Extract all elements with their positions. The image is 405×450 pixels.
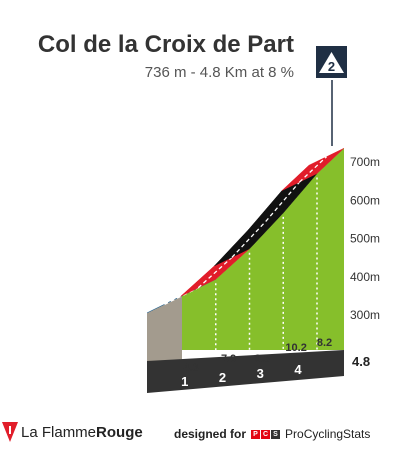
gradient-label: 9.3 bbox=[255, 353, 270, 365]
total-distance-label: 4.8 bbox=[352, 354, 370, 369]
brand-text: La FlammeRouge bbox=[21, 424, 143, 441]
km-marker-label: 3 bbox=[257, 366, 264, 381]
road-centerline bbox=[197, 256, 233, 289]
pcs-name: ProCyclingStats bbox=[285, 427, 371, 441]
brand-suffix: Rouge bbox=[96, 423, 143, 441]
category-number: 2 bbox=[328, 59, 335, 74]
profile-labels: 4.3 7.9 9.3 10.2 8.2 1 2 3 4 4.8 bbox=[181, 337, 370, 389]
profile-area bbox=[182, 148, 344, 350]
elevation-tick-label: 700m bbox=[350, 155, 380, 169]
gradient-label: 8.2 bbox=[317, 337, 332, 349]
laflammerouge-logo: La FlammeRouge bbox=[2, 421, 143, 443]
distance-strip bbox=[147, 350, 344, 393]
climb-title: Col de la Croix de Part bbox=[37, 31, 294, 58]
road-centerline bbox=[265, 181, 300, 222]
road-centerline bbox=[231, 220, 267, 258]
road-centerline bbox=[299, 156, 327, 183]
profile-top-band bbox=[146, 148, 345, 314]
pcs-letter-p: P bbox=[251, 429, 261, 439]
elevation-tick-label: 600m bbox=[350, 193, 380, 207]
brand-prefix: La Flamme bbox=[21, 423, 97, 441]
elevation-tick-label: 500m bbox=[350, 232, 380, 246]
elevation-axis: 300m 400m 500m 600m 700m bbox=[350, 155, 380, 322]
elevation-tick-label: 300m bbox=[350, 308, 380, 322]
climb-subtitle: 736 m - 4.8 Km at 8 % bbox=[144, 64, 294, 81]
gradient-label: 4.3 bbox=[183, 362, 198, 374]
category-badge: 2 bbox=[316, 46, 347, 146]
km-marker-label: 2 bbox=[219, 370, 226, 385]
pcs-letter-s: S bbox=[271, 429, 281, 439]
elevation-tick-label: 400m bbox=[350, 270, 380, 284]
mountain-icon bbox=[319, 52, 344, 73]
climb-profile-chart: 300m 400m 500m 600m 700m 4.3 7.9 9.3 10.2 8.2 1 2 3… bbox=[146, 46, 380, 393]
profile-base bbox=[147, 350, 344, 393]
gradient-label: 10.2 bbox=[285, 342, 306, 354]
designed-for-label: designed for bbox=[174, 427, 247, 441]
grade-segment bbox=[281, 148, 345, 191]
pcs-letter-c: C bbox=[261, 429, 271, 439]
flag-icon bbox=[2, 422, 18, 442]
km-marker-label: 4 bbox=[294, 362, 302, 377]
km-marker-label: 1 bbox=[181, 374, 188, 389]
gradient-label: 7.9 bbox=[221, 353, 236, 365]
